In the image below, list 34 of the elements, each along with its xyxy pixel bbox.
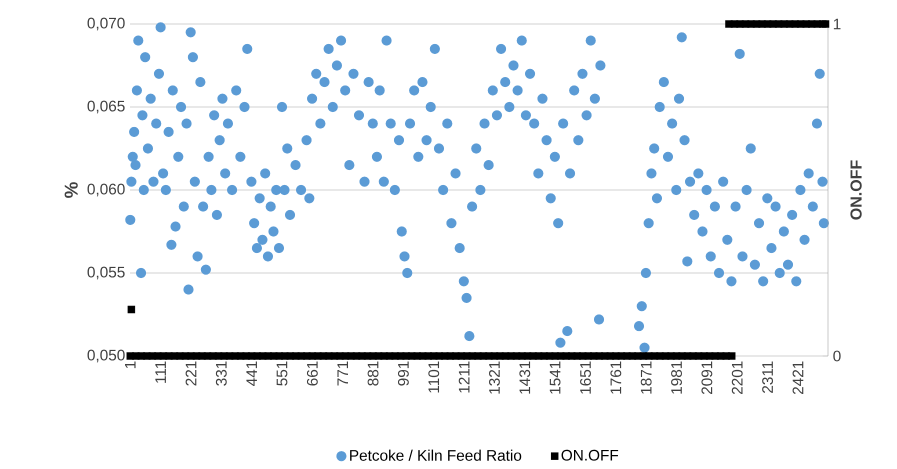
x-tick-label: 1651 (580, 361, 591, 394)
x-tick-label: 1321 (489, 361, 500, 394)
x-tick-label: 551 (276, 361, 288, 386)
y-axis-title: % (64, 182, 78, 198)
x-tick-label: 1981 (671, 361, 682, 394)
x-tick-label: 991 (398, 361, 409, 386)
x-tick-label: 1871 (640, 361, 652, 394)
x-tick-label: 2311 (762, 361, 774, 393)
y2-axis-title: ON.OFF (850, 160, 862, 220)
y2-tick-label: 1 (834, 18, 840, 30)
x-tick-label: 1 (125, 361, 136, 368)
x-tick-label: 441 (246, 361, 257, 386)
x-tick-label: 2421 (792, 361, 804, 394)
y-tick-label: 0,065 (88, 100, 125, 114)
legend-label: ON.OFF (562, 450, 618, 461)
x-tick-label: 221 (186, 361, 196, 386)
y-tick-label: 0,055 (88, 266, 125, 280)
y-tick-label: 0,060 (88, 184, 125, 196)
x-tick-label: 1541 (550, 361, 560, 394)
legend-label: Petcoke / Kiln Feed Ratio (350, 450, 522, 461)
x-tick-label: 2091 (701, 361, 712, 394)
x-tick-label: 661 (306, 361, 318, 386)
x-tick-label: 2201 (732, 361, 743, 394)
x-tick-label: 771 (337, 361, 348, 386)
x-tick-label: 1101 (428, 361, 440, 393)
y-tick-label: 0,070 (88, 18, 125, 30)
y2-tick-label: 0 (833, 350, 841, 362)
x-tick-label: 1211 (458, 361, 470, 393)
x-tick-label: 1761 (610, 361, 622, 394)
x-tick-label: 331 (216, 361, 227, 386)
y-tick-label: 0,050 (88, 350, 125, 362)
x-tick-label: 1431 (519, 361, 530, 394)
x-tick-label: 881 (368, 361, 378, 386)
x-tick-label: 111 (155, 361, 166, 383)
